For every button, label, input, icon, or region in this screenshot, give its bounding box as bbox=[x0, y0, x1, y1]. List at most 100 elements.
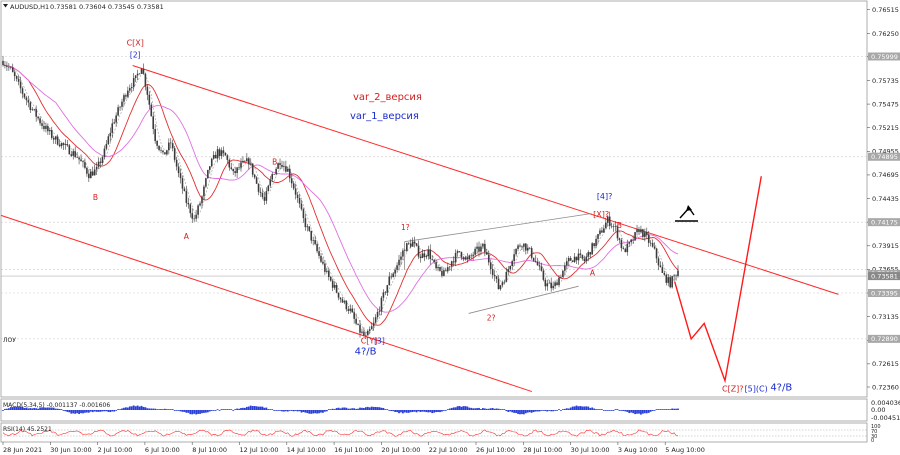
wave-label-12: [3] bbox=[374, 336, 385, 345]
candle-body bbox=[487, 254, 490, 263]
macd-bar bbox=[66, 410, 69, 412]
macd-bar bbox=[569, 407, 572, 410]
candle-body bbox=[392, 273, 394, 278]
candle bbox=[647, 230, 650, 247]
candle bbox=[644, 228, 646, 242]
candle-body bbox=[413, 241, 416, 244]
macd-bar bbox=[386, 409, 389, 410]
candle-body bbox=[93, 169, 96, 176]
macd-bar bbox=[152, 408, 155, 410]
candle-body bbox=[435, 262, 437, 269]
candle-body bbox=[583, 258, 586, 261]
candle bbox=[322, 257, 324, 266]
candle-body bbox=[538, 265, 541, 267]
macd-bar bbox=[433, 410, 436, 413]
candle-body bbox=[505, 271, 508, 282]
macd-bar bbox=[374, 406, 377, 410]
candle bbox=[31, 107, 34, 112]
candle-body bbox=[216, 149, 219, 159]
candle bbox=[226, 154, 229, 164]
candle-body bbox=[370, 326, 373, 330]
price-box-label-0: 0.75999 bbox=[871, 53, 898, 61]
macd-bar bbox=[31, 408, 34, 410]
candle-body bbox=[197, 205, 199, 215]
candle bbox=[197, 204, 199, 219]
candle bbox=[620, 237, 623, 252]
macd-bar bbox=[464, 406, 467, 410]
candle bbox=[257, 183, 260, 196]
candle-body bbox=[2, 60, 4, 66]
candle bbox=[97, 157, 100, 170]
macd-bar bbox=[345, 407, 348, 410]
candle-body bbox=[261, 192, 264, 198]
candle bbox=[359, 320, 361, 338]
candle-body bbox=[13, 72, 16, 77]
macd-bar bbox=[353, 408, 356, 410]
macd-bar bbox=[624, 410, 627, 412]
candle-body bbox=[448, 266, 451, 268]
candle bbox=[398, 254, 400, 271]
macd-bar bbox=[134, 406, 137, 410]
macd-bar bbox=[214, 410, 217, 411]
candle-body bbox=[27, 100, 30, 103]
candle bbox=[571, 260, 574, 263]
macd-bar bbox=[489, 408, 492, 410]
macd-bar bbox=[62, 410, 65, 411]
rsi-tick-100: 100 bbox=[871, 424, 881, 430]
candle-body bbox=[540, 266, 543, 271]
candle bbox=[316, 241, 318, 254]
candle bbox=[234, 166, 236, 177]
candle-body bbox=[378, 311, 381, 312]
candle-body bbox=[68, 145, 71, 155]
candle bbox=[199, 201, 201, 207]
candle bbox=[277, 162, 279, 170]
macd-bar bbox=[304, 410, 307, 413]
candle-body bbox=[445, 270, 447, 272]
candle-body bbox=[634, 232, 636, 241]
macd-bar bbox=[306, 410, 309, 414]
candle-body bbox=[171, 143, 174, 149]
candle bbox=[86, 166, 88, 177]
candle-body bbox=[443, 270, 445, 276]
macd-bar bbox=[271, 409, 274, 410]
candle-body bbox=[571, 260, 574, 262]
candle-body bbox=[564, 265, 566, 271]
candle bbox=[517, 243, 519, 252]
candle bbox=[261, 189, 264, 200]
candle-body bbox=[608, 216, 611, 226]
wave-label-4: B bbox=[272, 157, 277, 166]
candle bbox=[499, 284, 502, 291]
candle-body bbox=[132, 77, 135, 88]
rsi-tick-0: 0 bbox=[871, 438, 874, 444]
macd-bar bbox=[483, 408, 486, 410]
candle-body bbox=[597, 234, 599, 239]
candle-body bbox=[306, 226, 309, 228]
candle-body bbox=[357, 323, 359, 325]
macd-bar bbox=[60, 409, 63, 410]
candle bbox=[304, 213, 307, 231]
candle bbox=[302, 207, 305, 223]
macd-bar bbox=[392, 410, 395, 412]
candle bbox=[52, 135, 55, 144]
candle bbox=[357, 323, 359, 326]
candle-body bbox=[154, 128, 156, 141]
macd-bar bbox=[56, 408, 59, 410]
candle bbox=[33, 108, 36, 112]
candle-body bbox=[107, 136, 110, 144]
candle-body bbox=[191, 213, 194, 219]
wave-label-7: [4]? bbox=[597, 192, 613, 201]
candle-body bbox=[117, 107, 119, 116]
dropdown-triangle-icon[interactable] bbox=[3, 4, 8, 8]
macd-bar bbox=[292, 410, 295, 412]
macd-bar bbox=[606, 410, 609, 411]
macd-bar bbox=[140, 405, 143, 410]
candle-body bbox=[226, 155, 229, 160]
macd-bar bbox=[329, 409, 332, 410]
candle-body bbox=[515, 248, 517, 255]
candle-body bbox=[10, 67, 12, 69]
candle bbox=[72, 148, 75, 160]
candle-body bbox=[95, 166, 98, 170]
macd-bar bbox=[480, 409, 482, 410]
candle bbox=[80, 154, 82, 162]
candle bbox=[70, 150, 73, 158]
